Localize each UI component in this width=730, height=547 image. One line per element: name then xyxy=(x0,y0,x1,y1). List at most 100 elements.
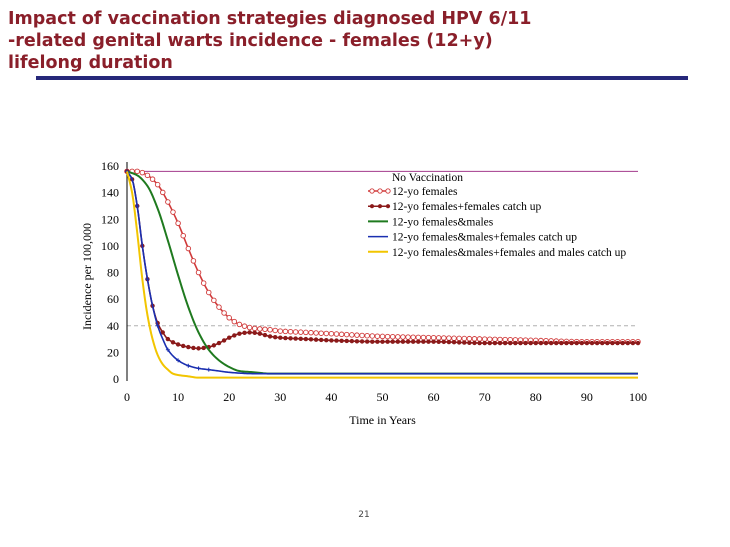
data-point xyxy=(610,340,615,346)
data-point xyxy=(226,315,232,321)
data-point xyxy=(135,203,140,208)
data-point xyxy=(175,342,181,347)
data-point xyxy=(502,340,508,346)
data-point xyxy=(160,330,165,335)
data-point xyxy=(349,332,355,338)
data-point xyxy=(559,340,564,346)
data-point xyxy=(267,326,273,333)
data-point xyxy=(410,334,416,340)
data-point xyxy=(211,343,217,348)
data-point xyxy=(574,340,579,346)
data-point xyxy=(600,340,605,346)
data-point xyxy=(390,339,395,344)
data-point xyxy=(149,176,156,182)
data-point xyxy=(308,329,314,336)
data-point xyxy=(513,340,518,346)
data-point xyxy=(216,304,222,310)
data-point xyxy=(430,334,437,341)
data-point xyxy=(615,340,620,346)
data-point xyxy=(303,329,309,336)
data-point xyxy=(287,328,294,335)
legend-label: 12-yo females&males xyxy=(392,216,494,228)
data-point xyxy=(252,330,257,336)
y-tick-label: 140 xyxy=(101,186,119,200)
data-point xyxy=(630,340,636,346)
data-point xyxy=(272,334,278,340)
data-point xyxy=(221,310,227,316)
legend-label: 12-yo females xyxy=(392,186,458,198)
data-point xyxy=(180,232,186,239)
data-point xyxy=(477,340,482,346)
data-point xyxy=(236,321,243,328)
data-point xyxy=(471,336,478,342)
data-point xyxy=(282,328,289,335)
data-point xyxy=(467,340,472,345)
slide-title: Impact of vaccination strategies diagnos… xyxy=(8,9,532,73)
x-tick-label: 70 xyxy=(479,390,491,404)
data-point xyxy=(441,339,447,345)
data-point xyxy=(451,339,457,345)
data-point xyxy=(324,337,329,343)
data-point xyxy=(482,340,487,346)
data-point xyxy=(165,336,171,342)
title-underline xyxy=(36,76,688,80)
data-point xyxy=(481,336,488,342)
data-point xyxy=(293,336,298,341)
data-point xyxy=(246,324,253,331)
data-point xyxy=(435,335,442,341)
data-point xyxy=(329,338,334,343)
x-tick-label: 50 xyxy=(377,390,389,404)
legend: No Vaccination 12-yo females 12-yo females… xyxy=(368,172,626,259)
data-point xyxy=(257,331,263,336)
data-point xyxy=(584,340,590,346)
x-tick-label: 0 xyxy=(124,390,130,404)
data-point xyxy=(400,334,406,340)
data-point xyxy=(170,340,176,345)
data-point xyxy=(303,336,309,342)
data-point xyxy=(145,277,150,282)
data-point xyxy=(251,325,258,332)
series xyxy=(124,168,641,379)
legend-label: 12-yo females&males+females catch up xyxy=(392,232,577,244)
data-point xyxy=(472,340,477,346)
data-point xyxy=(267,334,273,339)
legend-marker xyxy=(385,204,391,209)
data-point xyxy=(605,340,610,346)
data-point xyxy=(231,318,238,325)
legend-marker xyxy=(385,188,391,194)
data-point xyxy=(185,245,192,252)
x-tick-label: 30 xyxy=(274,390,286,404)
data-point xyxy=(446,339,452,345)
data-point xyxy=(170,209,176,215)
data-point xyxy=(257,326,263,332)
data-point xyxy=(165,347,170,352)
x-tick-label: 90 xyxy=(581,390,593,404)
data-point xyxy=(384,333,391,340)
data-point xyxy=(476,336,483,342)
data-point xyxy=(359,332,365,339)
data-point xyxy=(298,336,303,342)
data-point xyxy=(564,340,569,346)
data-point xyxy=(508,340,513,346)
y-tick-label: 80 xyxy=(107,266,119,280)
legend-marker xyxy=(377,204,383,209)
data-point xyxy=(318,337,324,343)
data-point xyxy=(492,340,498,346)
data-point xyxy=(410,339,416,344)
reference-lines xyxy=(127,170,638,327)
y-tick-label: 100 xyxy=(101,239,119,253)
data-point xyxy=(421,339,426,344)
data-point xyxy=(364,339,370,344)
data-point xyxy=(395,334,401,340)
data-point xyxy=(635,340,641,346)
data-point xyxy=(569,340,574,346)
series-12-yo-females-males-females-and-males-catch-up xyxy=(126,171,638,379)
y-tick-label: 20 xyxy=(107,345,119,359)
x-tick-label: 20 xyxy=(223,390,235,404)
y-tick-label: 0 xyxy=(113,372,119,386)
data-point xyxy=(154,181,161,188)
data-point xyxy=(416,339,421,344)
data-point xyxy=(344,338,349,344)
x-tick-label: 100 xyxy=(629,390,647,404)
data-point xyxy=(487,336,493,342)
